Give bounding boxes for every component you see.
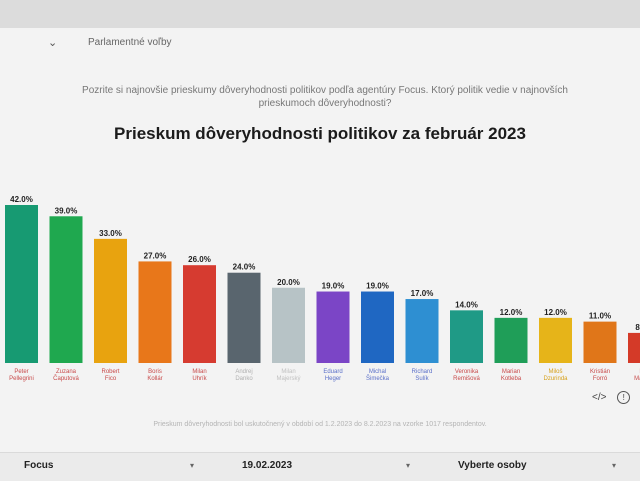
bar-value-label: 26.0%	[188, 255, 211, 264]
survey-note: Prieskum dôveryhodnosti bol uskutočnený …	[153, 421, 487, 428]
section-nav: ⌄ Parlamentné voľby	[0, 28, 640, 60]
bar[interactable]	[5, 205, 38, 363]
bar[interactable]	[316, 291, 350, 363]
bar[interactable]	[272, 287, 305, 363]
bar-value-label: 42.0%	[10, 195, 33, 204]
bar[interactable]	[49, 216, 83, 363]
section-label[interactable]: Parlamentné voľby	[88, 37, 172, 48]
category-label: Richard Sulík	[412, 369, 433, 382]
bar-value-label: 8.0%	[635, 323, 640, 332]
category-label: Andrej Danko	[235, 369, 253, 382]
bar[interactable]	[361, 291, 394, 363]
category-label: Marian Kotleba	[501, 369, 522, 382]
info-icon[interactable]: !	[617, 391, 631, 404]
bar-chart: 42.0% Peter Pellegrini 39.0% Zuzana Čaputová 3…	[5, 195, 640, 382]
category-label: Michal Šimečka	[366, 369, 390, 382]
bar-value-label: 27.0%	[144, 251, 167, 260]
agency-select-value: Focus	[24, 460, 54, 471]
bar[interactable]	[494, 317, 528, 363]
bar[interactable]	[628, 332, 640, 363]
category-label: Miloš Dzurinda	[543, 369, 568, 382]
bar[interactable]	[583, 321, 617, 363]
category-label: IgorMatovič	[634, 369, 640, 382]
category-label: Eduard Heger	[323, 369, 342, 382]
bar-value-label: 11.0%	[589, 312, 611, 321]
chevron-down-icon: ▾	[406, 461, 411, 470]
person-select-placeholder: Vyberte osoby	[458, 460, 527, 471]
intro-text: Pozrite si najnovšie prieskumy dôveryhod…	[82, 85, 568, 109]
browser-top-strip	[0, 0, 640, 28]
chart-tools: </> !	[592, 391, 638, 404]
embed-code-icon[interactable]: </>	[592, 392, 607, 403]
bar[interactable]	[539, 317, 572, 363]
chevron-down-icon: ▾	[612, 461, 617, 470]
filter-bar: Focus ▾ 19.02.2023 ▾ Vyberte osoby ▾	[0, 452, 640, 481]
page-content: ⌄ Parlamentné voľby Pozrite si najnovšie…	[0, 28, 640, 481]
bar-value-label: 20.0%	[277, 278, 300, 287]
bar-value-label: 12.0%	[544, 308, 567, 317]
bar[interactable]	[450, 310, 483, 363]
chevron-down-icon[interactable]: ⌄	[48, 37, 58, 49]
category-label: Kristián Forró	[590, 369, 610, 382]
bar-value-label: 14.0%	[455, 300, 478, 309]
bar-value-label: 24.0%	[233, 263, 256, 272]
chevron-down-icon: ▾	[190, 461, 195, 470]
bar-value-label: 17.0%	[411, 289, 434, 298]
bar-value-label: 19.0%	[366, 282, 389, 291]
category-label: Milan Uhrík	[192, 369, 207, 382]
date-select-value: 19.02.2023	[242, 460, 293, 471]
bar-value-label: 39.0%	[55, 206, 78, 215]
bar[interactable]	[183, 265, 216, 363]
date-select[interactable]: 19.02.2023 ▾	[242, 460, 410, 471]
category-label: Robert Fico	[101, 369, 119, 382]
bar[interactable]	[405, 299, 439, 363]
category-label: Zuzana Čaputová	[53, 369, 79, 382]
bar-value-label: 19.0%	[322, 282, 345, 291]
chart-title: Prieskum dôveryhodnosti politikov za feb…	[114, 124, 526, 143]
category-label: Peter Pellegrini	[9, 369, 34, 382]
bar[interactable]	[227, 272, 261, 363]
category-label: Milan Majerský	[276, 369, 300, 382]
bar[interactable]	[94, 238, 127, 363]
bar-value-label: 12.0%	[500, 308, 523, 317]
bar[interactable]	[138, 261, 172, 363]
agency-select[interactable]: Focus ▾	[24, 460, 194, 471]
category-label: Veronika Remišová	[453, 369, 480, 382]
person-select[interactable]: Vyberte osoby ▾	[458, 460, 616, 471]
category-label: Boris Kollár	[147, 369, 162, 382]
bar-value-label: 33.0%	[99, 229, 122, 238]
